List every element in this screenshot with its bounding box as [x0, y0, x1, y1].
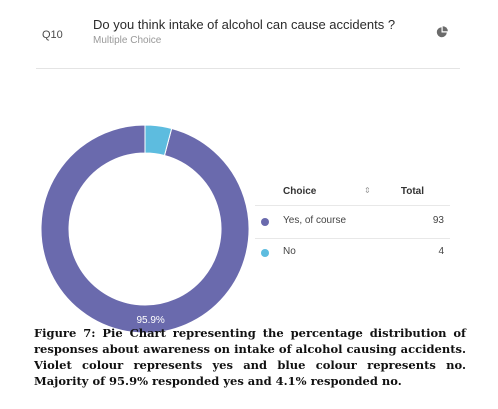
total-column-header[interactable]: Total [400, 186, 424, 197]
choice-total: 93 [432, 215, 444, 226]
caption-line: responses about awareness on intake of a… [34, 342, 466, 356]
caption-line: Figure 7: Pie Chart representing the per… [34, 326, 466, 340]
pie-chart-icon[interactable] [436, 26, 448, 38]
table-divider [255, 238, 450, 239]
legend-dot-no [261, 249, 269, 257]
question-title: Do you think intake of alcohol can cause… [93, 17, 396, 32]
sort-icon[interactable]: ⇕ [364, 186, 371, 195]
question-number: Q10 [42, 29, 63, 41]
caption-line: Majority of 95.9% responded yes and 4.1%… [34, 374, 402, 388]
table-row: Yes, of course 93 [255, 207, 450, 237]
pie-slice-no[interactable] [144, 124, 173, 157]
choice-label: Yes, of course [283, 215, 347, 226]
choice-total: 4 [438, 246, 444, 257]
slice-data-label: 95.9% [136, 315, 164, 326]
table-row: No 4 [255, 238, 450, 268]
caption-line: Violet colour represents yes and blue co… [34, 358, 466, 372]
donut-chart: 95.9% [40, 124, 250, 334]
choice-label: No [283, 246, 296, 257]
figure-caption: Figure 7: Pie Chart representing the per… [34, 325, 466, 389]
pie-slice-yes[interactable] [40, 124, 250, 334]
question-type: Multiple Choice [93, 35, 162, 46]
header-divider [36, 68, 460, 69]
legend-dot-yes [261, 218, 269, 226]
table-divider [255, 205, 450, 206]
choice-column-header[interactable]: Choice [283, 186, 317, 197]
